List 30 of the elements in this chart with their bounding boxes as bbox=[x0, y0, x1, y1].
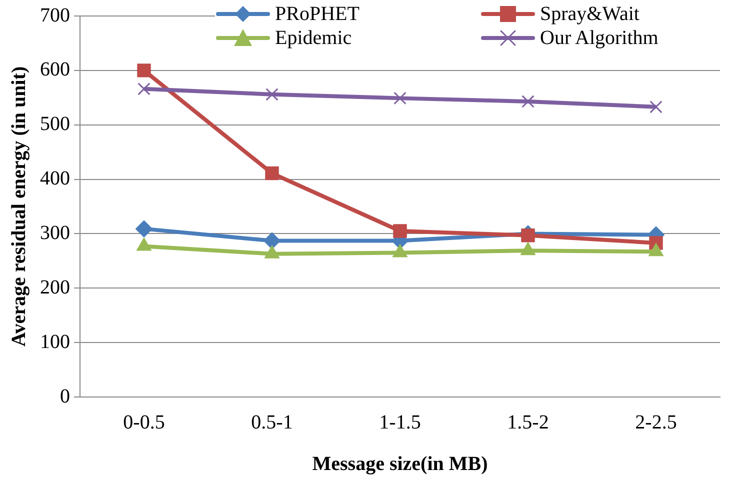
y-tick-label: 400 bbox=[40, 168, 70, 190]
y-tick-label: 600 bbox=[40, 58, 70, 81]
x-axis-title: Message size(in MB) bbox=[312, 453, 488, 476]
legend-label: Our Algorithm bbox=[540, 26, 658, 50]
point bbox=[394, 92, 406, 105]
point bbox=[136, 220, 152, 238]
y-tick-label: 700 bbox=[40, 4, 70, 26]
x-tick-label: 0-0.5 bbox=[123, 411, 165, 434]
point bbox=[393, 224, 407, 238]
x-tick-label: 1.5-2 bbox=[507, 411, 549, 434]
point bbox=[138, 82, 150, 96]
point bbox=[266, 88, 278, 101]
point bbox=[521, 228, 535, 242]
point bbox=[264, 232, 280, 250]
legend-label: Epidemic bbox=[275, 26, 352, 50]
legend-label: PRoPHET bbox=[275, 2, 360, 26]
point bbox=[137, 64, 151, 78]
point bbox=[650, 100, 662, 114]
y-tick-label: 100 bbox=[40, 330, 70, 353]
x-tick-label: 2-2.5 bbox=[635, 411, 677, 434]
x-tick-label: 1-1.5 bbox=[379, 411, 421, 434]
y-tick-label: 500 bbox=[40, 113, 70, 136]
legend-label: Spray&Wait bbox=[540, 2, 640, 26]
y-tick-label: 200 bbox=[40, 276, 70, 298]
y-tick-label: 300 bbox=[40, 222, 70, 244]
y-tick-label: 0 bbox=[60, 385, 70, 408]
y-axis-title: Average residual energy (in unit) bbox=[8, 66, 30, 347]
x-tick-label: 0.5-1 bbox=[251, 411, 293, 434]
point bbox=[265, 166, 279, 180]
point bbox=[522, 95, 534, 108]
